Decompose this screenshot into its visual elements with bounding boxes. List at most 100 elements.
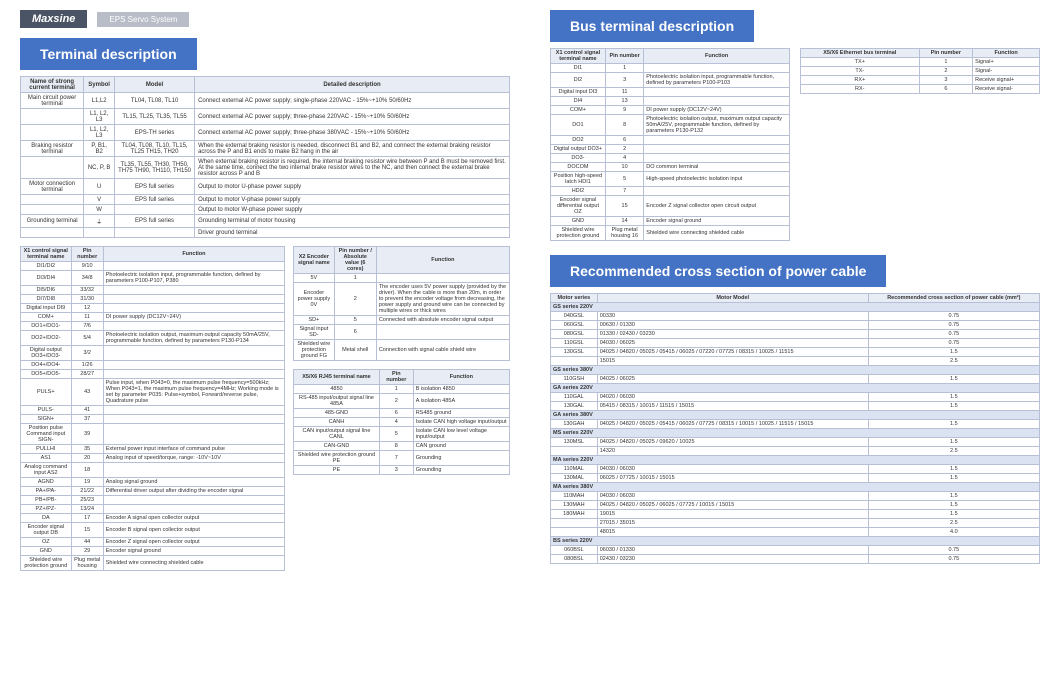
cell: Photoelectric isolation input, programma… [644,73,790,88]
cell [103,505,284,514]
cell: 05415 / 08315 / 10015 / 11515 / 15015 [597,402,868,411]
table-row: PZ+/PZ-13/24 [21,505,285,514]
cell [103,304,284,313]
cell: Isolate CAN low level voltage input/outp… [413,427,509,442]
cell: U [84,179,115,195]
cell: EPS-TH series [115,125,195,141]
cell [103,415,284,424]
cell: DI7/DI8 [21,295,72,304]
cell [115,205,195,215]
group-header: GA series 220V [551,384,1040,393]
table-row: 130GAL05415 / 08315 / 10015 / 11515 / 15… [551,402,1040,411]
cell: CANH [294,418,380,427]
right-page: Bus terminal description X1 control sign… [530,0,1060,678]
cell [644,97,790,106]
cell: 27015 / 35015 [597,519,868,528]
cell: 31/30 [71,295,103,304]
col-header: X1 control signal terminal name [21,247,72,262]
cell: 34/8 [71,271,103,286]
cell [551,357,598,366]
cell [644,154,790,163]
table-row: 040GSL003300.75 [551,312,1040,321]
cell: 040GSL [551,312,598,321]
cell: Output to motor W-phase power supply [195,205,510,215]
group-header: MA series 380V [551,483,1040,492]
table-row: 130MSL04025 / 04820 / 05025 / 09620 / 10… [551,438,1040,447]
cell: Plug metal housing 16 [605,226,643,241]
table-row: 110GSH04025 / 060251.5 [551,375,1040,384]
cell: Photoelectric isolation output, maximum … [103,331,284,346]
col-header: Pin number [605,49,643,64]
table-row: Encoder signal output DB15Encoder B sign… [21,523,285,538]
cell: Shielded wire protection ground FG [294,340,335,361]
col-header: X2 Encoder signal name [294,247,335,274]
cell: TL04, TL08, TL10 [115,93,195,109]
cell: 1.5 [868,438,1039,447]
cell: 8 [605,115,643,136]
table-row: PULS+43Pulse input, when P043=0, the max… [21,379,285,406]
cell: 110GSH [551,375,598,384]
cell: COM+ [21,313,72,322]
table-row: 130MAH04025 / 04820 / 05025 / 06025 / 07… [551,501,1040,510]
table-row: 110GSL04030 / 060250.75 [551,339,1040,348]
cell: 2.5 [868,447,1039,456]
table-row: 150152.5 [551,357,1040,366]
cell: 00630 / 01330 [597,321,868,330]
cell: 110GAL [551,393,598,402]
cell [644,145,790,154]
cell: NC, P, B [84,157,115,179]
cell: AGND [21,478,72,487]
cell: DI5/DI6 [21,286,72,295]
cell: 8 [379,442,413,451]
cell: 2 [334,283,376,316]
table-row: L1, L2, L3TL15, TL25, TL35, TL55Connect … [21,109,510,125]
table-row: 060BSL06030 / 013300.75 [551,546,1040,555]
table-row: SD+5Connected with absolute encoder sign… [294,316,510,325]
table-row: DI7/DI831/30 [21,295,285,304]
cell: 0.75 [868,546,1039,555]
table-row: 080GSL01330 / 02430 / 032300.75 [551,330,1040,339]
table-row: PE3Grounding [294,466,510,475]
cell: 4 [379,418,413,427]
group-header-row: GS series 220V [551,303,1040,312]
cell: Analog command input AS2 [21,463,72,478]
cell: Grounding terminal [21,215,84,228]
cell [115,228,195,238]
cell: 2 [605,145,643,154]
cell: 9 [605,106,643,115]
cell: 060GSL [551,321,598,330]
table-row: GND29Encoder signal ground [21,547,285,556]
right-col-tables: X2 Encoder signal namePin number / Absol… [293,246,510,579]
cell [644,187,790,196]
table-row: RS-485 input/output signal line 485A2A i… [294,394,510,409]
cell [21,195,84,205]
group-header-row: GS series 380V [551,366,1040,375]
cell: 1 [379,385,413,394]
cell: OZ [21,538,72,547]
table-row: 485-GND6RS485 ground [294,409,510,418]
cell [103,496,284,505]
cell: 1.5 [868,492,1039,501]
cell: 130GAH [551,420,598,429]
cell [551,528,598,537]
col-header: Pin number [379,370,413,385]
table-row: Driver ground terminal [21,228,510,238]
cell: V [84,195,115,205]
cell: COM+ [551,106,606,115]
cell: External power input interface of comman… [103,445,284,454]
cell: 33/32 [71,286,103,295]
cell: A isolation 485A [413,394,509,409]
cell: 130GAL [551,402,598,411]
cell: Shielded wire connecting shielded cable [103,556,284,571]
cell [21,125,84,141]
cell: 29 [71,547,103,556]
cell: ⏚ [84,215,115,228]
table-row: VEPS full seriesOutput to motor V-phase … [21,195,510,205]
cell: 130MAH [551,501,598,510]
cell: Driver ground terminal [195,228,510,238]
cell: HDI2 [551,187,606,196]
cell: 19015 [597,510,868,519]
brand: Maxsine [20,10,87,28]
cell: PA+/PA- [21,487,72,496]
cell [644,88,790,97]
